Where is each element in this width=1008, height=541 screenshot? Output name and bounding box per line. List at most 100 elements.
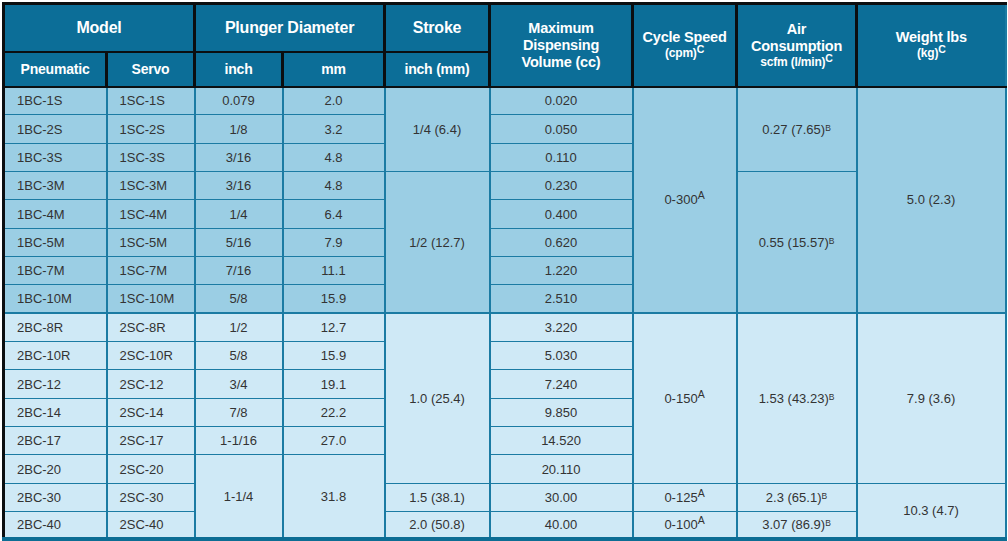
table-row: 2BC-30 2SC-30 1.5 (38.1) 30.00 0-125A 2.… xyxy=(4,483,1006,511)
servo-cell: 2SC-10R xyxy=(107,342,195,370)
mm-cell: 3.2 xyxy=(283,115,385,143)
footnote-marker: C xyxy=(938,43,945,55)
servo-cell: 2SC-20 xyxy=(107,455,195,483)
mm-cell: 31.8 xyxy=(283,455,385,540)
footnote-marker: A xyxy=(698,189,705,201)
header-sub-text: (cpm) xyxy=(665,46,697,60)
air-consumption-cell: 1.53 (43.23)B xyxy=(737,313,857,483)
footnote-marker: B xyxy=(829,392,835,402)
table-body: 1BC-1S 1SC-1S 0.079 2.0 1/4 (6.4) 0.020 … xyxy=(4,87,1006,541)
inch-cell: 5/16 xyxy=(195,228,283,256)
footnote-marker: A xyxy=(698,388,705,400)
weight-cell: 7.9 (3.6) xyxy=(857,313,1006,483)
servo-cell: 2SC-30 xyxy=(107,483,195,511)
volume-cell: 9.850 xyxy=(490,398,633,426)
stroke-cell: 1/4 (6.4) xyxy=(385,87,490,172)
col-header-pneumatic: Pneumatic xyxy=(4,52,107,87)
volume-cell: 0.050 xyxy=(490,115,633,143)
inch-cell: 1-1/16 xyxy=(195,427,283,455)
table-header: Model Plunger Diameter Stroke Maximum Di… xyxy=(4,4,1006,87)
col-header-inch-mm: inch (mm) xyxy=(385,52,490,87)
volume-cell: 20.110 xyxy=(490,455,633,483)
inch-cell: 3/16 xyxy=(195,172,283,200)
servo-cell: 1SC-2S xyxy=(107,115,195,143)
col-header-weight: Weight lbs (kg)C xyxy=(857,4,1006,87)
cell-text: 3.07 (86.9) xyxy=(762,517,825,532)
volume-cell: 30.00 xyxy=(490,483,633,511)
footnote-marker: B xyxy=(825,518,831,528)
pneumatic-cell: 1BC-5M xyxy=(4,228,107,256)
volume-cell: 0.110 xyxy=(490,143,633,171)
volume-cell: 0.020 xyxy=(490,87,633,115)
table-row: 2BC-8R 2SC-8R 1/2 12.7 1.0 (25.4) 3.220 … xyxy=(4,313,1006,341)
stroke-cell: 1.5 (38.1) xyxy=(385,483,490,511)
volume-cell: 0.230 xyxy=(490,172,633,200)
pneumatic-cell: 1BC-3M xyxy=(4,172,107,200)
table-row: 2BC-40 2SC-40 2.0 (50.8) 40.00 0-100A 3.… xyxy=(4,512,1006,540)
footnote-marker: A xyxy=(698,514,705,526)
servo-cell: 2SC-40 xyxy=(107,512,195,540)
mm-cell: 27.0 xyxy=(283,427,385,455)
mm-cell: 15.9 xyxy=(283,342,385,370)
mm-cell: 19.1 xyxy=(283,370,385,398)
mm-cell: 2.0 xyxy=(283,87,385,115)
inch-cell: 3/4 xyxy=(195,370,283,398)
header-line: Cycle Speed xyxy=(634,29,735,46)
stroke-cell: 2.0 (50.8) xyxy=(385,512,490,540)
pneumatic-cell: 1BC-10M xyxy=(4,285,107,313)
header-line: (kg)C xyxy=(858,46,1005,61)
air-consumption-cell: 3.07 (86.9)B xyxy=(737,512,857,540)
servo-cell: 1SC-10M xyxy=(107,285,195,313)
footnote-marker: B xyxy=(822,491,828,501)
pneumatic-cell: 2BC-20 xyxy=(4,455,107,483)
table-row: 1BC-1S 1SC-1S 0.079 2.0 1/4 (6.4) 0.020 … xyxy=(4,87,1006,115)
table-row: 1BC-3M 1SC-3M 3/16 4.8 1/2 (12.7) 0.230 … xyxy=(4,172,1006,200)
cell-text: 0.27 (7.65) xyxy=(762,122,825,137)
col-header-model: Model xyxy=(4,4,195,52)
volume-cell: 7.240 xyxy=(490,370,633,398)
header-line: Air xyxy=(738,21,855,38)
col-header-inch: inch xyxy=(195,52,283,87)
mm-cell: 11.1 xyxy=(283,257,385,285)
servo-cell: 1SC-3M xyxy=(107,172,195,200)
pneumatic-cell: 2BC-30 xyxy=(4,483,107,511)
servo-cell: 1SC-1S xyxy=(107,87,195,115)
cycle-speed-cell: 0-125A xyxy=(633,483,737,511)
air-consumption-cell: 0.27 (7.65)B xyxy=(737,87,857,172)
pneumatic-cell: 1BC-4M xyxy=(4,200,107,228)
specification-table: Model Plunger Diameter Stroke Maximum Di… xyxy=(2,2,1007,541)
col-header-servo: Servo xyxy=(107,52,195,87)
servo-cell: 1SC-4M xyxy=(107,200,195,228)
col-header-mm: mm xyxy=(283,52,385,87)
footnote-marker: C xyxy=(825,52,832,64)
inch-cell: 5/8 xyxy=(195,342,283,370)
header-line: (cpm)C xyxy=(634,46,735,61)
cell-text: 1.53 (43.23) xyxy=(759,391,829,406)
volume-cell: 5.030 xyxy=(490,342,633,370)
pneumatic-cell: 1BC-2S xyxy=(4,115,107,143)
cell-text: 0-100 xyxy=(664,517,697,532)
inch-cell: 7/16 xyxy=(195,257,283,285)
cell-text: 0-125 xyxy=(664,490,697,505)
servo-cell: 2SC-17 xyxy=(107,427,195,455)
servo-cell: 2SC-12 xyxy=(107,370,195,398)
inch-cell: 1/2 xyxy=(195,313,283,341)
footnote-marker: A xyxy=(698,487,705,499)
servo-cell: 1SC-7M xyxy=(107,257,195,285)
cycle-speed-cell: 0-100A xyxy=(633,512,737,540)
header-line: scfm (l/min)C xyxy=(738,55,855,70)
pneumatic-cell: 1BC-7M xyxy=(4,257,107,285)
header-line: Consumption xyxy=(738,38,855,55)
header-row-1: Model Plunger Diameter Stroke Maximum Di… xyxy=(4,4,1006,52)
cycle-speed-cell: 0-300A xyxy=(633,87,737,314)
header-sub-text: (kg) xyxy=(917,46,938,60)
col-header-max-dispensing-volume: Maximum Dispensing Volume (cc) xyxy=(490,4,633,87)
footnote-marker: B xyxy=(829,236,835,246)
pneumatic-cell: 1BC-3S xyxy=(4,143,107,171)
header-line: Volume (cc) xyxy=(491,54,631,71)
stroke-cell: 1/2 (12.7) xyxy=(385,172,490,314)
pneumatic-cell: 2BC-14 xyxy=(4,398,107,426)
pneumatic-cell: 2BC-40 xyxy=(4,512,107,540)
inch-cell: 1-1/4 xyxy=(195,455,283,540)
volume-cell: 40.00 xyxy=(490,512,633,540)
